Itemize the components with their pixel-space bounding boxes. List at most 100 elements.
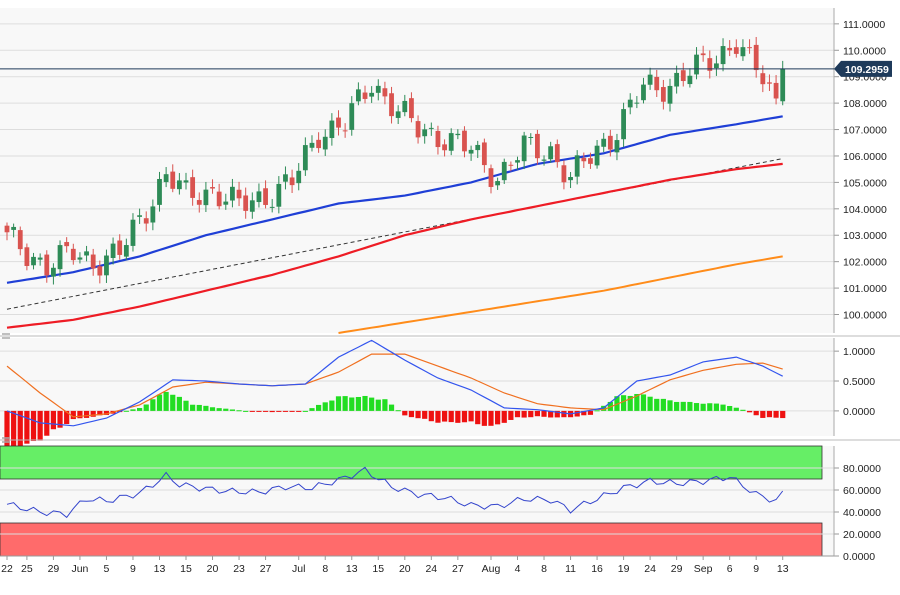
- candle-body: [143, 218, 149, 224]
- macd-line: [6, 339, 783, 427]
- macd-histogram-bar: [269, 410, 275, 413]
- macd-histogram-bar: [83, 410, 90, 418]
- macd-histogram-bar: [707, 403, 713, 411]
- macd-histogram-bar: [203, 405, 209, 411]
- macd-histogram-bar: [740, 409, 746, 411]
- macd-histogram-bar: [654, 398, 660, 411]
- candle-body: [508, 164, 514, 166]
- x-tick-label: 15: [372, 563, 384, 575]
- candle-body: [720, 46, 726, 65]
- candle-body: [230, 186, 235, 201]
- macd-histogram-bar: [57, 410, 63, 428]
- macd-histogram-bar: [521, 410, 527, 418]
- x-tick-label: Aug: [482, 563, 501, 575]
- rsi-y-tick-label: 0.0000: [843, 551, 875, 563]
- macd-histogram-bar: [408, 410, 415, 418]
- macd-plot-area: [0, 338, 834, 436]
- candle-body: [428, 127, 434, 129]
- macd-histogram-bar: [534, 410, 540, 417]
- macd-histogram-bar: [77, 410, 83, 419]
- candle-body: [481, 142, 487, 166]
- price-y-tick-label: 100.0000: [843, 310, 887, 322]
- candle-body: [123, 245, 129, 257]
- macd-histogram-bar: [375, 399, 381, 411]
- candle-body: [190, 177, 196, 198]
- macd-histogram-bar: [455, 410, 461, 423]
- candle-body: [395, 111, 401, 118]
- candle-body: [110, 243, 116, 259]
- candle-body: [627, 99, 633, 108]
- macd-y-tick-label: 1.0000: [843, 346, 875, 358]
- candle-body: [236, 189, 242, 199]
- candle-body: [634, 102, 640, 104]
- candle-body: [468, 149, 474, 154]
- candle-body: [97, 266, 103, 276]
- x-tick-label: 27: [260, 563, 272, 575]
- macd-histogram-bar: [760, 410, 766, 418]
- macd-histogram-bar: [693, 403, 700, 411]
- price-y-tick-label: 105.0000: [843, 177, 887, 189]
- candle-body: [51, 267, 56, 277]
- candle-body: [196, 200, 202, 205]
- candle-body: [355, 89, 361, 102]
- candle-body: [11, 226, 17, 230]
- candle-body: [362, 92, 368, 99]
- macd-histogram-bar: [548, 410, 554, 418]
- candle-body: [435, 130, 441, 148]
- macd-histogram-bar: [700, 403, 706, 411]
- candle-body: [760, 73, 766, 85]
- macd-histogram-bar: [634, 393, 640, 411]
- x-tick-label: 27: [452, 563, 464, 575]
- current-price-label: 109.2959: [845, 64, 889, 76]
- macd-histogram-bar: [415, 410, 421, 419]
- candle-body: [501, 161, 507, 181]
- candle-body: [515, 160, 520, 163]
- candle-body: [528, 136, 534, 138]
- candle-body: [157, 178, 162, 205]
- x-tick-label: 23: [233, 563, 245, 575]
- macd-histogram-bar: [322, 402, 328, 411]
- candle-body: [548, 146, 554, 160]
- macd-histogram-bar: [594, 410, 600, 412]
- macd-histogram-bar: [667, 400, 673, 411]
- macd-histogram-bar: [369, 397, 375, 411]
- candle-body: [57, 245, 63, 270]
- candle-body: [263, 188, 268, 205]
- candle-body: [210, 187, 215, 189]
- x-tick-label: 22: [1, 563, 13, 575]
- macd-histogram-bar: [388, 404, 395, 411]
- candle-body: [462, 130, 467, 152]
- macd-histogram-bar: [256, 410, 262, 412]
- macd-histogram-bar: [713, 403, 720, 411]
- candle-body: [223, 201, 229, 205]
- macd-histogram-bar: [30, 410, 37, 442]
- candle-body: [389, 93, 394, 117]
- candle-body: [302, 145, 308, 171]
- candle-body: [4, 225, 10, 233]
- candle-body: [601, 138, 607, 147]
- macd-histogram-bar: [37, 410, 43, 441]
- macd-histogram-bar: [441, 410, 448, 422]
- macd-histogram-bar: [349, 397, 355, 411]
- x-tick-label: 8: [322, 563, 328, 575]
- rsi-y-tick-label: 40.0000: [843, 507, 881, 519]
- price-y-tick-label: 101.0000: [843, 283, 887, 295]
- macd-histogram-bar: [342, 396, 348, 411]
- price-y-tick-label: 110.0000: [843, 45, 886, 57]
- candle-body: [422, 129, 428, 137]
- macd-histogram-bar: [282, 410, 289, 412]
- candle-body: [521, 135, 527, 162]
- macd-histogram-bar: [276, 410, 282, 412]
- macd-y-tick-label: 0.0000: [843, 406, 875, 418]
- x-tick-label: 11: [565, 563, 576, 575]
- candle-body: [150, 206, 156, 223]
- macd-panel: 0.0000 0.5000 1.0000: [0, 333, 900, 452]
- candle-body: [137, 215, 142, 217]
- macd-histogram-bar: [309, 408, 315, 411]
- rsi-overbought-zone: [0, 445, 823, 480]
- candle-body: [780, 68, 786, 102]
- candle-body: [289, 177, 295, 186]
- price-y-tick-label: 106.0000: [843, 151, 887, 163]
